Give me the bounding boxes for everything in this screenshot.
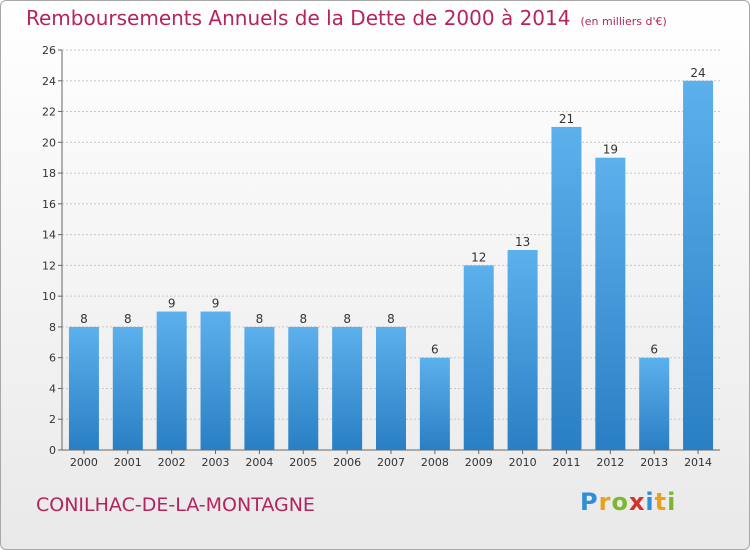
- y-tick-label: 12: [42, 259, 56, 272]
- data-label: 8: [387, 312, 395, 326]
- logo-letter-o: o: [611, 488, 629, 516]
- data-label: 8: [299, 312, 307, 326]
- bars: [68, 80, 714, 451]
- y-tick-label: 2: [49, 413, 56, 426]
- x-tick-label: 2008: [421, 456, 449, 469]
- x-tick-label: 2002: [158, 456, 186, 469]
- x-tick-label: 2007: [377, 456, 405, 469]
- y-tick-label: 22: [42, 106, 56, 119]
- logo-letter-r: r: [598, 488, 612, 516]
- x-tick-label: 2005: [289, 456, 317, 469]
- labels: 0246810121416182022242682000820019200292…: [42, 44, 712, 469]
- x-tick-label: 2006: [333, 456, 361, 469]
- y-tick-label: 16: [42, 198, 56, 211]
- chart-unit: (en milliers d'€): [580, 15, 667, 28]
- logo-letter-x: x: [628, 488, 646, 516]
- bar-2006: [332, 326, 363, 450]
- data-label: 8: [124, 312, 132, 326]
- bar-2008: [419, 357, 450, 450]
- bar-2014: [683, 80, 714, 451]
- y-tick-label: 6: [49, 352, 56, 365]
- data-label: 8: [80, 312, 88, 326]
- x-tick-label: 2014: [684, 456, 712, 469]
- x-tick-label: 2004: [245, 456, 273, 469]
- bar-2007: [376, 326, 406, 450]
- data-label: 9: [168, 297, 176, 311]
- data-label: 12: [471, 250, 486, 264]
- x-tick-label: 2000: [70, 456, 98, 469]
- y-tick-label: 0: [49, 444, 56, 457]
- x-tick-label: 2003: [202, 456, 230, 469]
- logo-letter-p: P: [580, 488, 599, 516]
- y-tick-label: 10: [42, 290, 56, 303]
- proxiti-logo: Proxiti: [580, 488, 676, 516]
- bar-2012: [595, 157, 626, 450]
- bar-2013: [639, 357, 670, 450]
- data-label: 19: [603, 143, 618, 157]
- data-label: 8: [256, 312, 264, 326]
- bar-2002: [156, 311, 187, 450]
- data-label: 6: [650, 343, 658, 357]
- data-label: 6: [431, 343, 439, 357]
- bar-2003: [200, 311, 231, 450]
- y-tick-label: 8: [49, 321, 56, 334]
- x-tick-label: 2012: [596, 456, 624, 469]
- data-label: 8: [343, 312, 351, 326]
- y-tick-label: 18: [42, 167, 56, 180]
- chart-title: Remboursements Annuels de la Dette de 20…: [26, 6, 667, 30]
- bar-2009: [463, 265, 494, 450]
- bar-2000: [68, 326, 99, 450]
- y-tick-label: 14: [42, 229, 56, 242]
- x-tick-label: 2001: [114, 456, 142, 469]
- bar-2005: [288, 326, 319, 450]
- logo-letter-i: i: [645, 488, 655, 516]
- bar-2004: [244, 326, 275, 450]
- y-tick-label: 4: [49, 382, 56, 395]
- data-label: 13: [515, 235, 530, 249]
- commune-name: CONILHAC-DE-LA-MONTAGNE: [36, 494, 315, 516]
- x-tick-label: 2013: [640, 456, 668, 469]
- logo-letter-t: t: [654, 488, 668, 516]
- x-tick-label: 2011: [552, 456, 580, 469]
- bar-2010: [507, 250, 538, 450]
- chart-title-text: Remboursements Annuels de la Dette de 20…: [26, 6, 571, 30]
- data-label: 9: [212, 297, 220, 311]
- y-tick-label: 26: [42, 44, 56, 57]
- x-tick-label: 2009: [465, 456, 493, 469]
- bar-2011: [551, 126, 582, 450]
- x-tick-label: 2010: [509, 456, 537, 469]
- data-label: 24: [690, 66, 705, 80]
- bar-2001: [112, 326, 143, 450]
- y-tick-label: 24: [42, 75, 56, 88]
- logo-letter-i2: i: [667, 488, 677, 516]
- data-label: 21: [559, 112, 574, 126]
- y-tick-label: 20: [42, 136, 56, 149]
